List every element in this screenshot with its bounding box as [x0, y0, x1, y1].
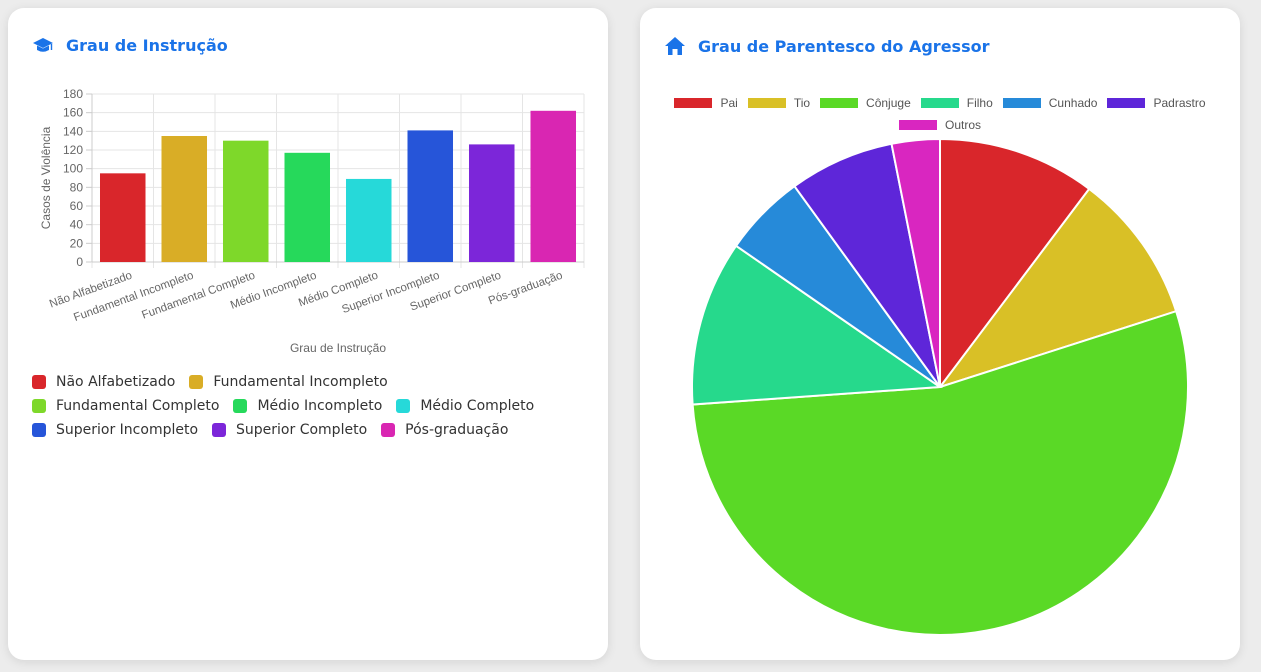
bar[interactable] [530, 110, 577, 262]
legend-row: Superior Incompleto Superior Completo Pós-… [32, 418, 592, 442]
legend-swatch [1002, 98, 1041, 108]
x-tick-label: Fundamental Completo [140, 270, 256, 322]
legend-label: Pai [720, 96, 738, 110]
y-tick-label: 80 [70, 180, 84, 194]
legend-item[interactable]: Não Alfabetizado [32, 374, 175, 390]
legend-label: Fundamental Incompleto [213, 374, 388, 390]
legend-swatch [747, 98, 786, 108]
legend-label: Pós-graduação [405, 422, 509, 438]
bar[interactable] [99, 173, 146, 262]
legend-item[interactable]: Fundamental Completo [32, 398, 219, 414]
legend-swatch [233, 399, 248, 413]
legend-swatch [212, 423, 227, 437]
legend-label: Superior Completo [236, 422, 368, 438]
legend-item[interactable]: Cunhado [1002, 96, 1098, 110]
legend-label: Tio [793, 96, 811, 110]
legend-label: Cunhado [1048, 96, 1098, 110]
legend-row: Pai Tio Cônjuge Filho Cunhado Padrastro [640, 92, 1240, 114]
graduation-cap-icon [32, 37, 54, 55]
bar[interactable] [345, 178, 392, 262]
legend-item[interactable]: Tio [747, 96, 811, 110]
legend-label: Outros [944, 118, 981, 132]
legend-swatch [920, 98, 959, 108]
relationship-card-header: Grau de Parentesco do Agressor [664, 36, 989, 56]
pie-slice[interactable] [937, 187, 1178, 389]
legend-item[interactable]: Cônjuge [820, 96, 911, 110]
legend-label: Médio Completo [420, 398, 535, 414]
education-card-header: Grau de Instrução [32, 36, 228, 55]
legend-swatch [898, 120, 937, 130]
legend-swatch [32, 423, 46, 437]
legend-swatch [674, 98, 713, 108]
legend-row: Outros [640, 114, 1240, 136]
legend-label: Superior Incompleto [56, 422, 199, 438]
y-tick-label: 40 [70, 218, 84, 232]
legend-item[interactable]: Superior Completo [212, 422, 367, 438]
bar[interactable] [407, 130, 454, 262]
legend-item[interactable]: Pós-graduação [381, 422, 508, 438]
pie-slice[interactable] [890, 137, 941, 388]
y-tick-label: 160 [63, 106, 83, 120]
legend-item[interactable]: Filho [920, 96, 993, 110]
x-axis-title: Grau de Instrução [290, 341, 386, 355]
legend-item[interactable]: Fundamental Incompleto [189, 374, 388, 390]
bar[interactable] [161, 136, 208, 262]
legend-swatch [396, 399, 411, 413]
bar[interactable] [222, 140, 269, 262]
legend-label: Não Alfabetizado [56, 374, 176, 390]
legend-swatch [1107, 98, 1146, 108]
pie-slice[interactable] [691, 309, 1189, 636]
legend-row: Fundamental Completo Médio Incompleto Médi… [32, 394, 592, 418]
bar[interactable] [284, 152, 331, 262]
legend-label: Médio Incompleto [257, 398, 383, 414]
legend-swatch [189, 375, 204, 389]
bar[interactable] [468, 144, 515, 262]
legend-item[interactable]: Superior Incompleto [32, 422, 198, 438]
legend-swatch [381, 423, 396, 437]
legend-swatch [32, 375, 46, 389]
legend-row: Não Alfabetizado Fundamental Incompleto [32, 370, 592, 394]
y-tick-label: 0 [76, 255, 83, 269]
pie-slice[interactable] [939, 137, 1091, 390]
legend-item[interactable]: Médio Incompleto [233, 398, 382, 414]
y-tick-label: 140 [63, 124, 83, 138]
y-tick-label: 180 [63, 87, 83, 101]
y-tick-label: 120 [63, 143, 83, 157]
legend-item[interactable]: Outros [898, 118, 981, 132]
legend-item[interactable]: Padrastro [1107, 96, 1206, 110]
education-card-title: Grau de Instrução [66, 36, 228, 55]
relationship-pie-chart [691, 137, 1189, 636]
legend-label: Cônjuge [866, 96, 911, 110]
education-card: Grau de Instrução 0 20 40 60 80 100 120 140 160 1… [8, 8, 608, 660]
legend-label: Fundamental Completo [56, 398, 220, 414]
education-legend: Não Alfabetizado Fundamental Incompleto Fu… [32, 370, 592, 442]
legend-item[interactable]: Médio Completo [396, 398, 534, 414]
legend-swatch [32, 399, 46, 413]
legend-item[interactable]: Pai [674, 96, 738, 110]
pie-slice[interactable] [691, 244, 943, 406]
legend-swatch [820, 98, 859, 108]
y-tick-label: 100 [63, 162, 83, 176]
legend-label: Padrastro [1153, 96, 1206, 110]
relationship-card: Grau de Parentesco do Agressor Pai Tio Côn… [640, 8, 1240, 660]
relationship-card-title: Grau de Parentesco do Agressor [698, 36, 990, 56]
legend-label: Filho [966, 96, 993, 110]
home-icon [664, 36, 686, 56]
y-tick-label: 60 [70, 199, 84, 213]
y-tick-label: 20 [70, 236, 84, 250]
y-axis-title: Casos de Violência [39, 126, 53, 229]
relationship-legend: Pai Tio Cônjuge Filho Cunhado Padrastro Outros [640, 92, 1240, 136]
